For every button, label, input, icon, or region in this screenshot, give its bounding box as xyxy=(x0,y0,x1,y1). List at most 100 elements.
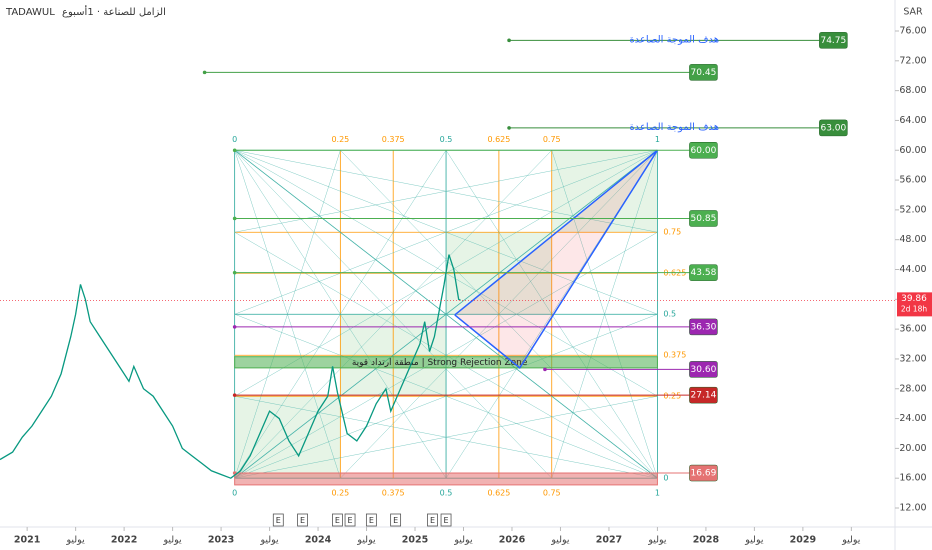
y-tick-label: 72.00 xyxy=(899,55,926,66)
gann-top-label: 0.75 xyxy=(543,135,561,144)
level-dot xyxy=(232,393,237,397)
last-price-label: 39.86 xyxy=(901,294,927,304)
zone xyxy=(234,356,658,369)
event-label: E xyxy=(444,516,449,525)
gann-top-label: 0.625 xyxy=(487,135,510,144)
y-tick-label: 44.00 xyxy=(899,264,926,275)
level-label-box xyxy=(689,361,718,378)
gann-fan xyxy=(234,150,552,479)
gann-fan xyxy=(551,150,658,479)
y-tick-label: 68.00 xyxy=(899,85,926,96)
x-tick-label: يوليو xyxy=(259,535,279,546)
level-label: 43.58 xyxy=(691,268,717,278)
gann-right-label: 0.375 xyxy=(663,351,686,360)
level-label-box xyxy=(689,318,718,336)
event-box xyxy=(272,513,284,527)
x-tick-label: يوليو xyxy=(356,535,376,546)
gann-fan xyxy=(234,150,447,479)
level-dot xyxy=(232,270,237,275)
level-label-box xyxy=(819,32,848,49)
level-dot xyxy=(232,148,237,153)
gann-bottom-label: 0.75 xyxy=(543,489,561,498)
level-label-box xyxy=(689,386,718,404)
event-label: E xyxy=(369,516,374,525)
event-label: E xyxy=(276,516,281,525)
level-label: 74.75 xyxy=(820,36,846,46)
y-tick-label: 24.00 xyxy=(899,413,926,424)
level-label-box xyxy=(689,210,718,227)
event-box xyxy=(332,513,343,527)
countdown: 2d 18h xyxy=(901,304,927,313)
x-tick-label: 2023 xyxy=(208,535,234,546)
x-tick-label: 2022 xyxy=(111,535,137,546)
x-tick-label: يوليو xyxy=(453,535,473,546)
level-label-box xyxy=(689,64,718,81)
y-tick-label: 76.00 xyxy=(899,26,926,37)
gann-bottom-label: 0.25 xyxy=(331,489,349,498)
last-price-box xyxy=(897,292,932,317)
gann-fan xyxy=(234,150,341,479)
x-tick-label: 2025 xyxy=(402,535,428,546)
level-label-box xyxy=(689,464,718,482)
y-tick-label: 28.00 xyxy=(899,383,926,394)
gann-bottom-label: 0 xyxy=(232,489,237,498)
gann-bottom-label: 0.625 xyxy=(487,489,510,498)
y-tick-label: 36.00 xyxy=(899,324,926,335)
event-label: E xyxy=(335,516,340,525)
gann-right-label: 0.25 xyxy=(663,392,681,401)
level-label: 63.00 xyxy=(820,123,846,133)
level-dot xyxy=(507,126,511,130)
gann-bottom-label: 1 xyxy=(655,489,660,498)
level-label: 27.14 xyxy=(691,391,717,401)
x-tick-label: 2026 xyxy=(499,535,526,546)
x-tick-label: يوليو xyxy=(744,535,764,546)
y-tick-label: 64.00 xyxy=(899,115,926,126)
gann-top-label: 1 xyxy=(655,135,660,144)
y-tick-label: 20.00 xyxy=(899,443,926,454)
y-tick-label: 60.00 xyxy=(899,145,926,156)
y-tick-label: 52.00 xyxy=(899,204,926,215)
gann-right-label: 0.5 xyxy=(663,310,676,319)
x-tick-label: 2029 xyxy=(790,535,816,546)
level-label-box xyxy=(689,264,718,281)
gann-fan xyxy=(234,313,658,479)
level-label: 70.45 xyxy=(691,68,717,78)
x-tick-label: 2024 xyxy=(305,535,332,546)
y-tick-label: 56.00 xyxy=(899,175,926,186)
symbol: TADAWUL xyxy=(5,7,55,18)
level-dot xyxy=(232,216,237,221)
x-tick-label: يوليو xyxy=(162,535,182,546)
event-label: E xyxy=(348,516,353,525)
gann-top-label: 0.375 xyxy=(382,135,405,144)
level-label: 60.00 xyxy=(691,146,717,156)
gann-right-label: 0.625 xyxy=(663,269,686,278)
level-dot xyxy=(202,70,207,75)
x-tick-label: 2028 xyxy=(693,535,720,546)
y-tick-label: 48.00 xyxy=(899,234,926,245)
level-label: 30.60 xyxy=(691,365,717,375)
gann-bottom-label: 0.5 xyxy=(440,489,453,498)
pattern-fill xyxy=(454,150,658,368)
event-label: E xyxy=(430,516,435,525)
x-tick-label: يوليو xyxy=(550,535,570,546)
gann-fan xyxy=(445,150,658,479)
level-dot xyxy=(507,38,511,43)
event-box xyxy=(427,513,438,527)
level-label: 50.85 xyxy=(691,214,717,224)
level-label: 36.30 xyxy=(691,322,717,332)
event-box xyxy=(297,513,308,527)
gann-fan xyxy=(234,150,658,315)
gann-top-label: 0.25 xyxy=(331,135,349,144)
chart-title: الزامل للصناعة · 1أسبوع xyxy=(62,5,166,18)
gann-top-label: 0 xyxy=(232,135,237,144)
x-tick-label: 2021 xyxy=(14,535,40,546)
gann-fan xyxy=(234,149,658,479)
level-dot xyxy=(232,325,237,329)
gann-top-label: 0.5 xyxy=(440,135,453,144)
y-tick-label: 12.00 xyxy=(899,503,926,514)
gann-bottom-label: 0.375 xyxy=(382,489,405,498)
event-box xyxy=(390,513,402,527)
zone xyxy=(234,472,658,486)
